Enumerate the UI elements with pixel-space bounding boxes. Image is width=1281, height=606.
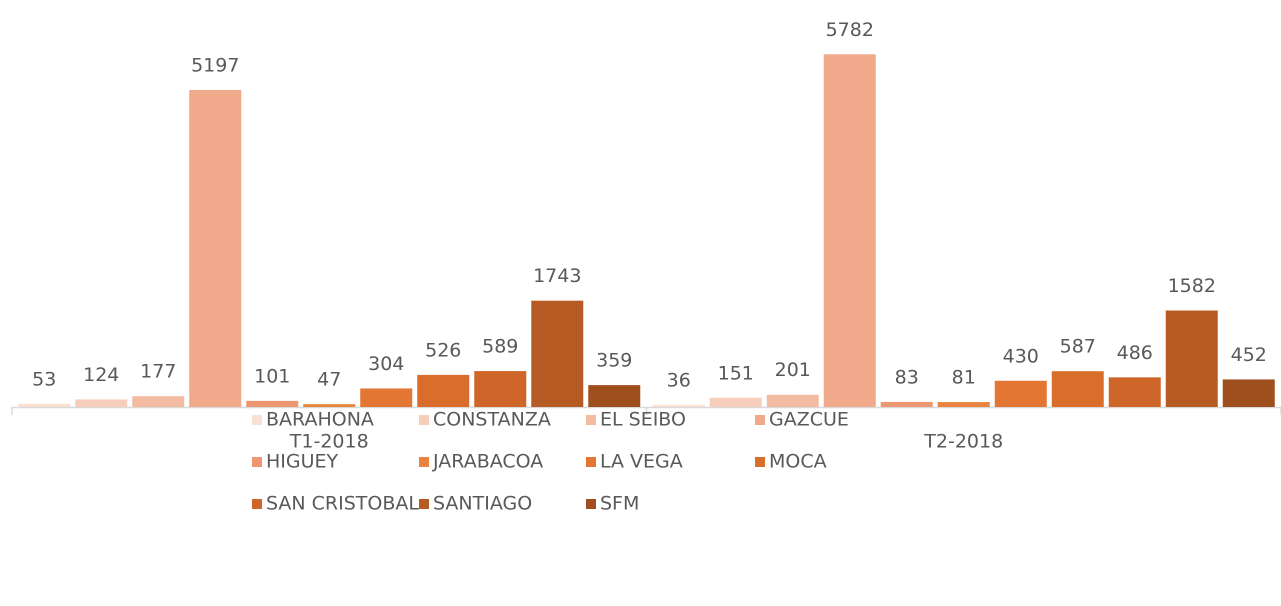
data-label: 304 xyxy=(368,353,404,375)
legend-swatch xyxy=(586,457,596,467)
bar xyxy=(823,54,876,407)
legend-swatch xyxy=(252,415,262,425)
bar xyxy=(1165,310,1218,407)
data-label: 47 xyxy=(317,369,341,391)
data-label: 83 xyxy=(895,366,919,388)
data-label: 101 xyxy=(254,365,290,387)
data-label: 486 xyxy=(1117,342,1153,364)
bar xyxy=(937,402,990,407)
data-label: 589 xyxy=(482,336,518,358)
legend-label: LA VEGA xyxy=(600,451,683,473)
legend-swatch xyxy=(419,415,429,425)
legend-swatch xyxy=(419,499,429,509)
bar xyxy=(246,400,299,407)
legend-swatch xyxy=(755,457,765,467)
data-label: 124 xyxy=(83,364,119,386)
legend-label: SFM xyxy=(600,493,639,515)
data-label: 587 xyxy=(1060,336,1096,358)
data-label: 177 xyxy=(140,361,176,383)
legend-label: CONSTANZA xyxy=(433,409,551,431)
bar xyxy=(531,300,584,407)
data-label: 1582 xyxy=(1168,275,1216,297)
data-label: 5197 xyxy=(191,54,239,76)
data-label: 452 xyxy=(1231,344,1267,366)
bar xyxy=(1108,377,1161,407)
legend-label: SAN CRISTOBAL xyxy=(266,493,419,515)
bar xyxy=(474,371,527,407)
legend-label: SANTIAGO xyxy=(433,493,532,515)
bar xyxy=(75,399,128,407)
legend-swatch xyxy=(252,499,262,509)
bar xyxy=(360,388,413,407)
x-tick-label: T1-2018 xyxy=(289,431,369,453)
data-label: 151 xyxy=(718,362,754,384)
legend-label: MOCA xyxy=(769,451,827,473)
bar xyxy=(1222,379,1275,407)
legend-label: HIGUEY xyxy=(266,451,339,473)
bar xyxy=(652,404,705,407)
bar xyxy=(417,374,470,407)
legend-swatch xyxy=(586,499,596,509)
bar xyxy=(880,401,933,407)
legend-swatch xyxy=(419,457,429,467)
bar xyxy=(303,404,356,407)
data-label: 359 xyxy=(596,350,632,372)
legend-swatch xyxy=(252,457,262,467)
bar xyxy=(588,385,641,407)
data-label: 201 xyxy=(775,359,811,381)
data-label: 430 xyxy=(1003,345,1039,367)
bar xyxy=(18,403,71,407)
legend-label: JARABACOA xyxy=(432,451,543,473)
bar xyxy=(1051,371,1104,407)
data-label: 526 xyxy=(425,339,461,361)
data-label: 36 xyxy=(667,369,691,391)
data-label: 81 xyxy=(952,367,976,389)
data-label: 5782 xyxy=(826,19,874,41)
legend-label: BARAHONA xyxy=(266,409,374,431)
legend-swatch xyxy=(755,415,765,425)
bar xyxy=(189,89,242,407)
legend-label: EL SEIBO xyxy=(600,409,686,431)
bar xyxy=(766,394,819,407)
bar xyxy=(709,397,762,407)
data-label: 1743 xyxy=(533,265,581,287)
legend-swatch xyxy=(586,415,596,425)
x-tick-label: T2-2018 xyxy=(923,431,1003,453)
bar xyxy=(994,380,1047,407)
legend-label: GAZCUE xyxy=(769,409,849,431)
bar xyxy=(132,396,185,407)
data-label: 53 xyxy=(32,368,56,390)
